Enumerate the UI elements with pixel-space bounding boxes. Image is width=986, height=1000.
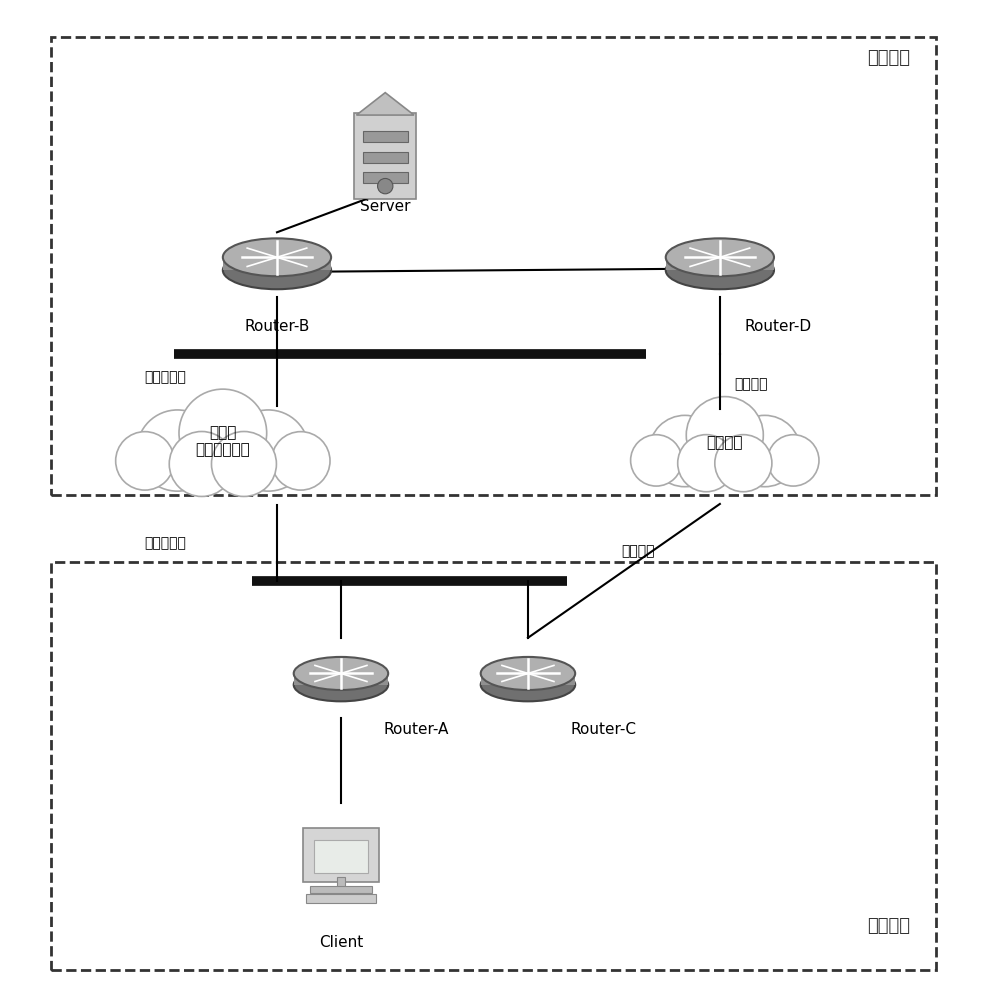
Circle shape	[228, 410, 309, 491]
Ellipse shape	[666, 238, 773, 276]
Text: 备份线路: 备份线路	[706, 435, 742, 450]
FancyBboxPatch shape	[303, 828, 379, 882]
Circle shape	[630, 435, 681, 486]
Circle shape	[767, 435, 818, 486]
Circle shape	[378, 178, 392, 194]
Text: Router-D: Router-D	[743, 319, 810, 334]
Circle shape	[677, 435, 734, 492]
Polygon shape	[356, 93, 413, 115]
FancyBboxPatch shape	[363, 152, 407, 163]
Ellipse shape	[294, 657, 387, 690]
Circle shape	[115, 432, 174, 490]
Text: Client: Client	[318, 935, 363, 950]
FancyBboxPatch shape	[310, 886, 372, 893]
FancyBboxPatch shape	[336, 877, 345, 887]
Ellipse shape	[480, 668, 575, 701]
Circle shape	[169, 431, 234, 496]
FancyBboxPatch shape	[354, 113, 415, 199]
Text: Router-C: Router-C	[570, 722, 636, 737]
Text: Router-B: Router-B	[245, 319, 310, 334]
Text: 以太网接入: 以太网接入	[144, 370, 185, 384]
FancyBboxPatch shape	[363, 172, 407, 183]
Circle shape	[714, 435, 771, 492]
Circle shape	[178, 389, 266, 477]
FancyBboxPatch shape	[294, 673, 387, 685]
Circle shape	[137, 410, 218, 491]
Circle shape	[729, 415, 800, 487]
FancyBboxPatch shape	[223, 257, 330, 270]
Text: 分支机构: 分支机构	[867, 917, 909, 935]
Text: Router-A: Router-A	[383, 722, 449, 737]
Circle shape	[649, 415, 720, 487]
FancyBboxPatch shape	[666, 257, 773, 270]
Text: Server: Server	[360, 199, 410, 214]
FancyBboxPatch shape	[480, 673, 575, 685]
Text: 以太网接入: 以太网接入	[144, 536, 185, 550]
Circle shape	[211, 431, 276, 496]
Ellipse shape	[223, 251, 330, 289]
FancyBboxPatch shape	[306, 894, 376, 903]
Ellipse shape	[666, 251, 773, 289]
Text: 总部机构: 总部机构	[867, 49, 909, 67]
Text: 主线路
（广播链路）: 主线路 （广播链路）	[195, 425, 250, 457]
Ellipse shape	[480, 657, 575, 690]
Ellipse shape	[223, 238, 330, 276]
Circle shape	[685, 397, 762, 474]
Circle shape	[271, 432, 329, 490]
Text: 备份线路: 备份线路	[621, 544, 655, 558]
FancyBboxPatch shape	[363, 131, 407, 142]
FancyBboxPatch shape	[314, 840, 367, 873]
Text: 备份线路: 备份线路	[734, 377, 767, 391]
Ellipse shape	[294, 668, 387, 701]
